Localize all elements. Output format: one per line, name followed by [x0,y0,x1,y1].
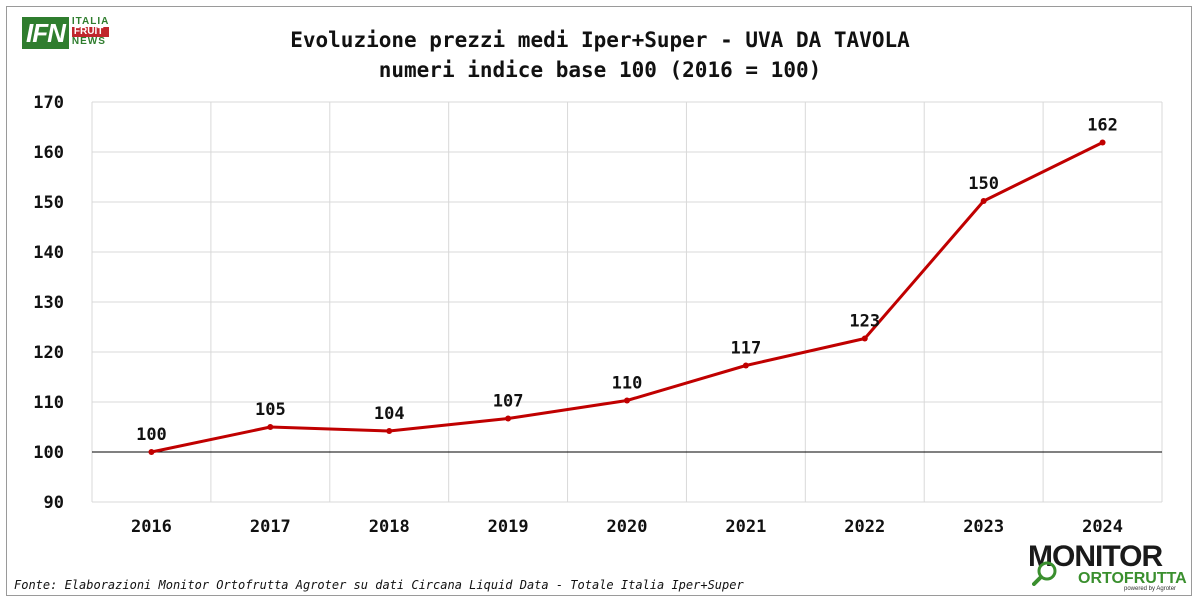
chart-subtitle: numeri indice base 100 (2016 = 100) [378,58,822,82]
brand-line3: powered by Agroter [1124,586,1177,592]
series-line [151,141,1104,454]
y-tick-label: 150 [33,193,64,213]
data-label: 150 [968,174,999,194]
x-tick-label: 2021 [725,517,766,537]
brand-line2: ORTOFRUTTA [1078,570,1187,587]
data-label: 104 [374,404,405,424]
data-point [386,428,393,434]
x-tick-label: 2018 [369,517,410,537]
data-point [148,449,155,455]
data-label: 100 [136,425,167,445]
y-tick-label: 140 [33,243,64,263]
logo-line1: ITALIA [71,16,110,27]
logo-ifn-text: IFN [22,17,69,49]
y-tick-label: 110 [33,393,64,413]
y-tick-label: 120 [33,343,64,363]
y-tick-label: 130 [33,293,64,313]
logo-line2: FRUIT [71,27,110,37]
data-label: 105 [255,400,286,420]
logo-side: ITALIA FRUIT NEWS [71,16,110,47]
data-point [505,415,512,422]
chart-title: Evoluzione prezzi medi Iper+Super - UVA … [290,28,910,52]
logo-line3: NEWS [71,36,106,47]
brand-line1: MONITOR [1028,540,1163,573]
y-tick-label: 90 [44,493,64,513]
data-label: 162 [1087,116,1118,136]
x-tick-label: 2020 [607,517,648,537]
data-point [267,424,274,430]
data-label: 117 [731,339,762,359]
data-label: 107 [493,392,524,412]
x-tick-label: 2016 [131,517,172,537]
data-point [980,198,987,204]
data-point [1099,139,1106,146]
magnifier-icon [1032,561,1057,586]
x-tick-label: 2022 [844,517,885,537]
data-point [742,362,749,369]
chart-frame [6,6,1192,596]
data-label: 123 [849,312,880,332]
ifn-logo: IFN ITALIA FRUIT NEWS [22,16,110,49]
y-tick-label: 170 [33,93,64,113]
data-label: 110 [612,374,643,394]
y-tick-label: 160 [33,143,64,163]
source-note: Fonte: Elaborazioni Monitor Ortofrutta A… [14,578,744,592]
monitor-ortofrutta-logo: MONITOR ORTOFRUTTA powered by Agroter [1028,540,1187,592]
x-tick-label: 2019 [488,517,529,537]
x-tick-label: 2023 [963,517,1004,537]
data-point [861,335,868,342]
y-tick-label: 100 [33,443,64,463]
x-tick-label: 2017 [250,517,291,537]
data-point [624,397,630,404]
x-tick-label: 2024 [1082,517,1123,537]
